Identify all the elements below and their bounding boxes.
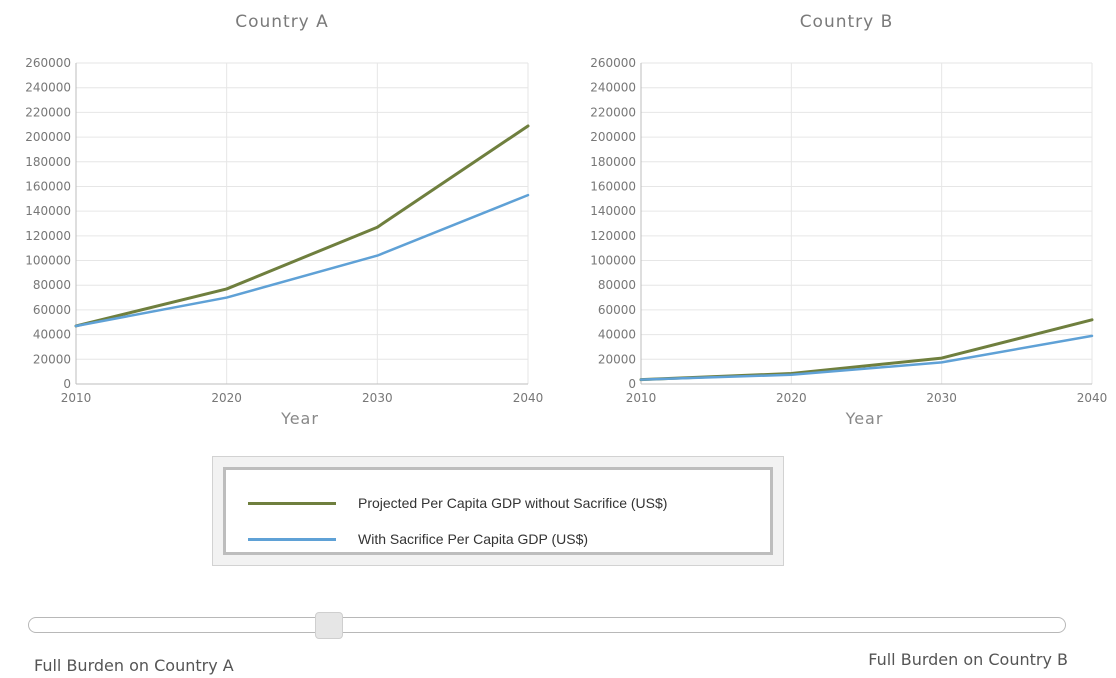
chart-a-series-with-sacrifice-line xyxy=(74,193,530,328)
legend-swatch-projected xyxy=(248,501,336,505)
chart-b-y-tick-label: 0 xyxy=(628,377,636,391)
legend-item-with-sacrifice: With Sacrifice Per Capita GDP (US$) xyxy=(248,529,588,549)
legend: Projected Per Capita GDP without Sacrifi… xyxy=(212,456,784,566)
chart-b-x-tick-label: 2010 xyxy=(626,391,657,405)
legend-item-projected: Projected Per Capita GDP without Sacrifi… xyxy=(248,493,667,513)
chart-a-y-tick-label: 80000 xyxy=(33,278,71,292)
chart-a-x-tick-label: 2040 xyxy=(513,391,544,405)
chart-a-y-tick-label: 240000 xyxy=(25,81,71,95)
slider-left-label: Full Burden on Country A xyxy=(34,656,234,675)
chart-a-title: Country A xyxy=(235,12,329,32)
chart-a-y-tick-label: 40000 xyxy=(33,328,71,342)
chart-b-y-tick-label: 200000 xyxy=(590,130,636,144)
chart-b-y-tick-label: 120000 xyxy=(590,229,636,243)
chart-b-y-tick-label: 60000 xyxy=(598,303,636,317)
chart-b-y-tick-label: 40000 xyxy=(598,328,636,342)
legend-box: Projected Per Capita GDP without Sacrifi… xyxy=(223,467,773,555)
chart-b-y-tick-label: 160000 xyxy=(590,179,636,193)
chart-b-y-tick-label: 260000 xyxy=(590,56,636,70)
chart-a-y-tick-label: 160000 xyxy=(25,179,71,193)
chart-b-y-tick-label: 100000 xyxy=(590,254,636,268)
chart-a-x-tick-label: 2010 xyxy=(61,391,92,405)
chart-a-x-tick-label: 2030 xyxy=(362,391,393,405)
chart-b-x-tick-label: 2020 xyxy=(776,391,807,405)
chart-a-y-tick-label: 220000 xyxy=(25,105,71,119)
chart-b-title: Country B xyxy=(800,12,894,32)
chart-a-x-tick-label: 2020 xyxy=(211,391,242,405)
chart-a-y-tick-label: 200000 xyxy=(25,130,71,144)
line-charts: 0 20000 40000 60000 80000 100000 120000 140000 1… xyxy=(25,12,1108,428)
legend-swatch-with-sacrifice xyxy=(248,537,336,541)
chart-a-x-axis-title: Year xyxy=(280,409,319,428)
chart-b-y-tick-label: 180000 xyxy=(590,155,636,169)
chart-a-y-tick-label: 120000 xyxy=(25,229,71,243)
chart-a-y-tick-label: 100000 xyxy=(25,254,71,268)
burden-slider-track[interactable] xyxy=(28,617,1066,633)
chart-b-x-tick-label: 2030 xyxy=(926,391,957,405)
chart-b-series-projected-line xyxy=(639,318,1094,382)
chart-a-y-tick-label: 140000 xyxy=(25,204,71,218)
chart-b-y-tick-label: 80000 xyxy=(598,278,636,292)
chart-b-y-tick-label: 20000 xyxy=(598,352,636,366)
slider-right-label: Full Burden on Country B xyxy=(868,650,1068,669)
chart-b-y-tick-label: 220000 xyxy=(590,105,636,119)
chart-a-y-tick-label: 60000 xyxy=(33,303,71,317)
chart-b-x-tick-label: 2040 xyxy=(1077,391,1108,405)
chart-a-y-tick-label: 180000 xyxy=(25,155,71,169)
chart-a-y-tick-label: 260000 xyxy=(25,56,71,70)
chart-b-y-tick-label: 140000 xyxy=(590,204,636,218)
legend-label-projected: Projected Per Capita GDP without Sacrifi… xyxy=(358,495,668,511)
chart-b-series-with-sacrifice-line xyxy=(639,334,1094,381)
burden-slider-thumb[interactable] xyxy=(315,612,344,639)
legend-label-with-sacrifice: With Sacrifice Per Capita GDP (US$) xyxy=(358,531,589,547)
chart-b-y-tick-label: 240000 xyxy=(590,81,636,95)
chart-b-x-axis-title: Year xyxy=(845,409,884,428)
chart-a-series-projected-line xyxy=(74,124,530,328)
chart-a-y-tick-label: 0 xyxy=(63,377,71,391)
chart-a-y-tick-label: 20000 xyxy=(33,352,71,366)
